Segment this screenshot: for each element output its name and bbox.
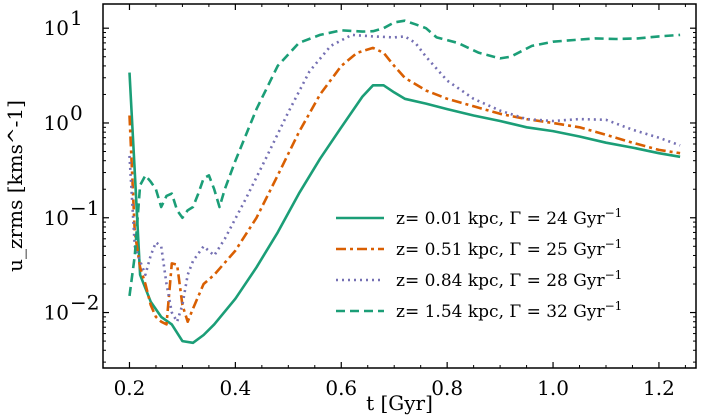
y-tick-label: 10 — [44, 206, 69, 230]
y-tick-label: 10 — [44, 301, 69, 325]
y-tick-exponent: 0 — [70, 101, 83, 125]
y-tick-exponent: 1 — [70, 6, 83, 30]
x-tick-label: 0.6 — [325, 376, 357, 400]
legend-label-exponent: −1 — [605, 206, 623, 220]
series-line-2 — [128, 46, 681, 326]
legend-label-exponent: −1 — [605, 299, 623, 313]
legend-label-2: z= 0.51 kpc, Γ = 25 Gyr−1 — [396, 237, 622, 260]
x-tick-label: 1.0 — [537, 376, 569, 400]
legend-label-3: z= 0.84 kpc, Γ = 28 Gyr−1 — [396, 268, 622, 291]
legend-label-exponent: −1 — [605, 237, 623, 251]
legend-label-exponent: −1 — [605, 268, 623, 282]
legend: z= 0.01 kpc, Γ = 24 Gyr−1 z= 0.51 kpc, Γ … — [336, 206, 622, 322]
legend-label-4: z= 1.54 kpc, Γ = 32 Gyr−1 — [396, 299, 622, 322]
y-tick-exponent: −1 — [70, 196, 99, 220]
y-tick-label: 10 — [44, 16, 69, 40]
x-tick-label: 0.8 — [431, 376, 463, 400]
series-line-1 — [128, 72, 681, 345]
plot-area — [128, 19, 681, 345]
x-tick-label: 0.2 — [114, 376, 146, 400]
series-line-4 — [128, 19, 681, 297]
legend-label-1: z= 0.01 kpc, Γ = 24 Gyr−1 — [396, 206, 622, 229]
plot-frame — [102, 3, 697, 369]
y-tick-exponent: −2 — [70, 291, 99, 315]
y-tick-label: 10 — [44, 111, 69, 135]
x-tick-label: 1.2 — [643, 376, 675, 400]
y-axis-label: u_zrms [kms^-1] — [3, 100, 27, 272]
x-tick-label: 0.4 — [219, 376, 251, 400]
x-axis-label: t [Gyr] — [366, 391, 433, 415]
